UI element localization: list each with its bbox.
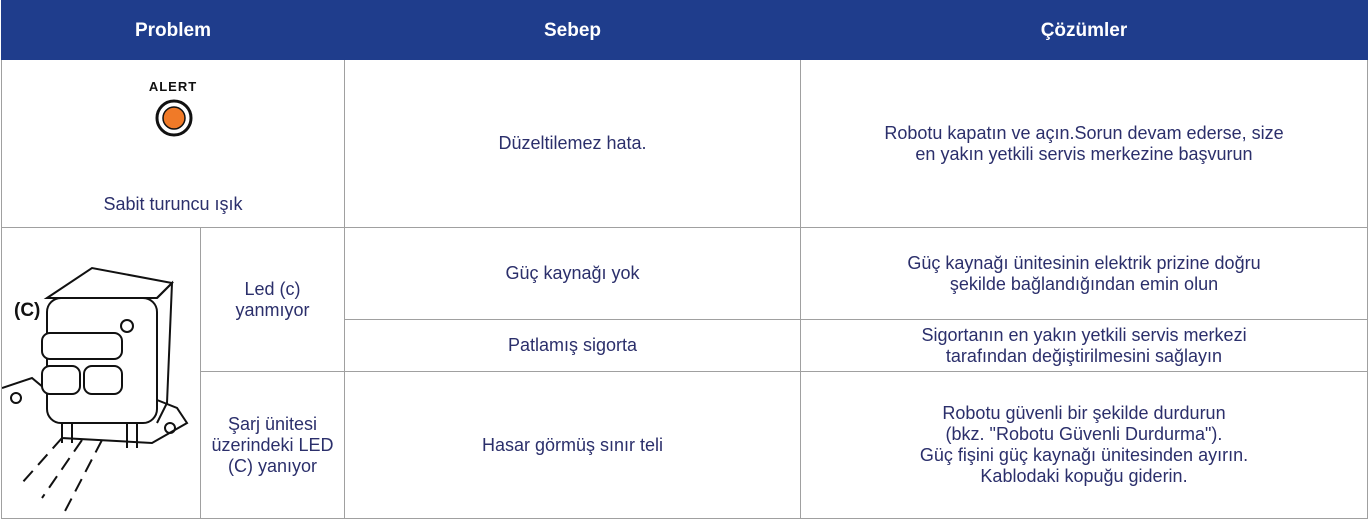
solution-line: Sigortanın en yakın yetkili servis merke… bbox=[921, 324, 1247, 345]
solution-cell: Robotu güvenli bir şekilde durdurun (bkz.… bbox=[800, 371, 1368, 519]
header-row: Problem Sebep Çözümler bbox=[1, 0, 1368, 60]
problem-cell: Şarj ünitesi üzerindeki LED (C) yanıyor bbox=[200, 371, 345, 519]
charger-illustration: (C) bbox=[2, 266, 189, 514]
cause-cell: Düzeltilemez hata. bbox=[344, 59, 801, 228]
solution-cell: Sigortanın en yakın yetkili servis merke… bbox=[800, 319, 1368, 373]
solution-line: Güç kaynağı ünitesinin elektrik prizine … bbox=[907, 252, 1261, 273]
image-label: (C) bbox=[14, 300, 40, 321]
row: Patlamış sigorta Sigortanın en yakın yet… bbox=[2, 319, 1368, 373]
cause-cell: Patlamış sigorta bbox=[344, 319, 801, 373]
alert-light bbox=[155, 99, 193, 137]
light-core bbox=[162, 106, 186, 130]
problem-cell: ALERT Sabit turuncu ışık bbox=[1, 59, 345, 228]
cause-cell: Güç kaynağı yok bbox=[344, 226, 801, 321]
solution-line: en yakın yetkili servis merkezine başvur… bbox=[915, 143, 1253, 164]
row: Şarj ünitesi üzerindeki LED (C) yanıyor … bbox=[2, 371, 1368, 519]
solution-line: şekilde bağlandığından emin olun bbox=[949, 273, 1219, 294]
charger-drawing bbox=[2, 266, 189, 514]
indicator-label: ALERT bbox=[148, 79, 198, 94]
solution-line: (bkz. "Robotu Güvenli Durdurma"). bbox=[945, 424, 1223, 445]
solution-cell: Güç kaynağı ünitesinin elektrik prizine … bbox=[800, 226, 1368, 321]
row: (C) Led (c) yanmıyor Güç kaynağı yok Güç… bbox=[1, 226, 1368, 519]
solution-line: Güç fişini güç kaynağı ünitesinden ayırı… bbox=[919, 445, 1249, 466]
header-cell: Sebep bbox=[344, 0, 801, 60]
problem-cell: Led (c) yanmıyor bbox=[200, 226, 345, 373]
cause-cell: Hasar görmüş sınır teli bbox=[344, 371, 801, 519]
problem-text: Sabit turuncu ışık bbox=[103, 194, 243, 214]
solution-line: Robotu güvenli bir şekilde durdurun bbox=[942, 403, 1226, 424]
solution-line: Robotu kapatın ve açın.Sorun devam eders… bbox=[884, 122, 1284, 143]
header-cell: Çözümler bbox=[800, 0, 1368, 60]
row: ALERT Sabit turuncu ışık Düzeltilemez ha… bbox=[1, 59, 1368, 228]
header-cell: Problem bbox=[1, 0, 345, 60]
solution-line: Kablodaki kopuğu giderin. bbox=[980, 466, 1188, 487]
solution-cell: Robotu kapatın ve açın.Sorun devam eders… bbox=[800, 59, 1368, 228]
image-cell: (C) bbox=[1, 227, 201, 519]
solution-line: tarafından değiştirilmesini sağlayın bbox=[945, 345, 1223, 366]
